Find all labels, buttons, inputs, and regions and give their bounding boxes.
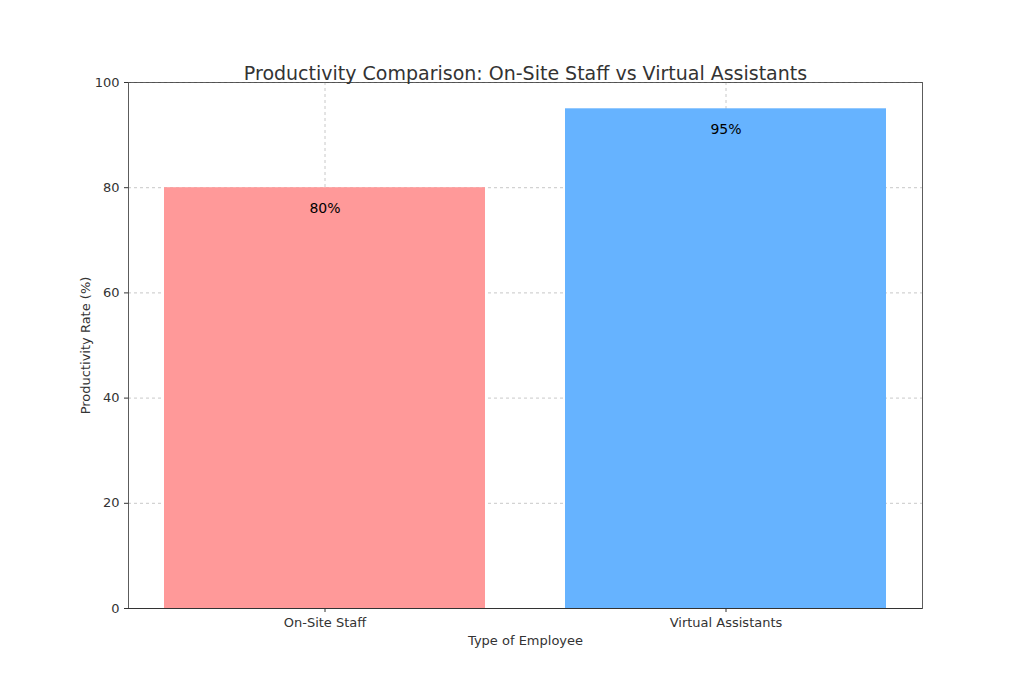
svg-text:0: 0 (111, 601, 119, 616)
svg-text:On-Site Staff: On-Site Staff (284, 615, 368, 630)
svg-text:40: 40 (103, 390, 120, 405)
svg-text:80: 80 (103, 180, 120, 195)
svg-text:100: 100 (95, 75, 120, 90)
svg-text:95%: 95% (710, 121, 741, 137)
svg-text:60: 60 (103, 285, 120, 300)
svg-text:Productivity Comparison: On-Si: Productivity Comparison: On-Site Staff v… (244, 62, 807, 84)
svg-text:Virtual Assistants: Virtual Assistants (670, 615, 783, 630)
svg-text:80%: 80% (309, 200, 340, 216)
svg-text:Productivity Rate (%): Productivity Rate (%) (78, 277, 93, 415)
svg-text:20: 20 (103, 495, 120, 510)
svg-text:Type of Employee: Type of Employee (467, 633, 583, 648)
